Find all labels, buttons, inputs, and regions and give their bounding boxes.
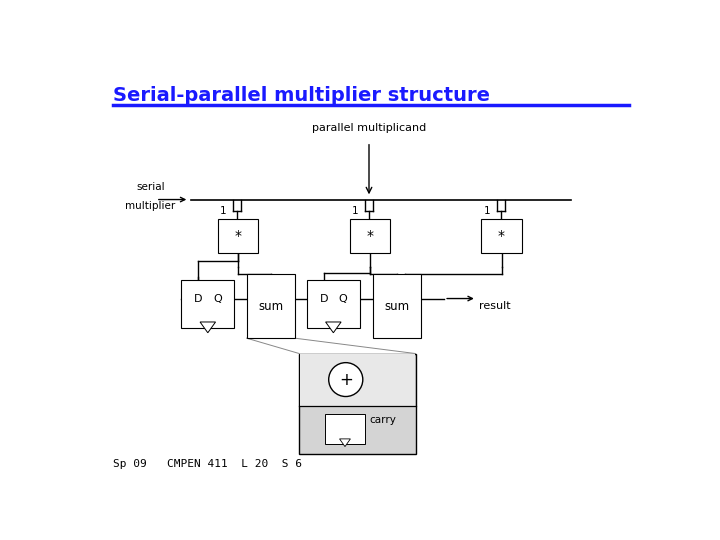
Text: D: D [333,421,341,430]
Bar [300,354,415,406]
Text: Q: Q [338,294,347,303]
Bar [300,354,415,454]
Text: Q: Q [213,294,222,303]
Bar [307,280,360,328]
Text: Sp 09   CMPEN 411  L 20  S 6: Sp 09 CMPEN 411 L 20 S 6 [113,459,302,469]
Text: 1: 1 [352,206,359,217]
Text: 1: 1 [484,206,490,217]
Text: D: D [320,294,328,303]
Bar [218,219,258,253]
Text: serial: serial [136,182,165,192]
Bar [482,219,522,253]
Text: 1: 1 [220,206,227,217]
Text: Serial-parallel multiplier structure: Serial-parallel multiplier structure [113,86,490,105]
Text: *: * [235,229,241,243]
Polygon shape [340,439,351,447]
Text: D: D [194,294,202,303]
Bar [350,219,390,253]
Bar [181,280,234,328]
Polygon shape [325,322,341,333]
Text: parallel multiplicand: parallel multiplicand [312,123,426,132]
Polygon shape [200,322,215,333]
Bar [325,414,365,443]
Text: multiplier: multiplier [125,201,176,211]
Text: sum: sum [384,300,410,313]
Text: carry: carry [369,415,396,425]
Bar [246,274,294,338]
Text: result: result [479,301,510,311]
Text: *: * [366,229,373,243]
Circle shape [329,363,363,396]
Text: +: + [339,370,353,389]
Bar [373,274,421,338]
Text: Q: Q [349,421,356,430]
Text: *: * [498,229,505,243]
Text: sum: sum [258,300,283,313]
